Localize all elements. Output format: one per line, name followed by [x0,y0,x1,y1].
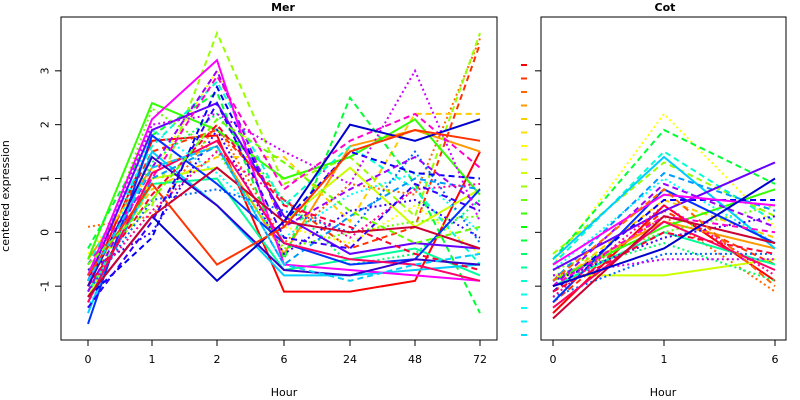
mer-y-tick-label: -1 [39,281,52,292]
mer-series-line [87,74,481,266]
mer-series-line [87,144,481,282]
cot-series-line [552,161,776,271]
mer-series-line [87,117,481,266]
mer-axes: 0 1 2 6 24 48 72 -1 0 1 2 3 [39,67,488,366]
cot-series-line [552,242,776,282]
cot-series-line [553,258,776,277]
panel-title-mer: Mer [271,1,295,14]
y-axis-label: centered expression [0,140,12,252]
panel-title-cot: Cot [655,1,676,14]
mer-series-line [87,68,481,276]
mer-x-tick-label: 24 [343,353,357,366]
cot-x-tick-label: 0 [550,353,557,366]
mer-series-line [87,150,481,287]
mer-series-line [87,166,481,298]
mer-series-line [87,144,481,303]
cot-series-line [552,182,776,287]
mer-series-line [87,112,480,282]
mer-series-line [87,139,481,303]
mer-x-tick-label: 48 [408,353,422,366]
cot-series-line [552,204,776,314]
mer-series-line [87,128,481,276]
cot-series-line [552,171,776,282]
mer-x-tick-label: 2 [214,353,221,366]
mer-x-tick-label: 1 [149,353,156,366]
mer-y-tick-label: 3 [39,67,52,74]
cot-series-line [552,155,776,261]
cot-series-line [552,177,776,288]
plot-frame-cot [540,16,787,341]
cot-x-tick-label: 6 [772,353,779,366]
cot-series-line [552,128,776,260]
plot-frame-mer [60,16,498,341]
cot-series-group [552,112,776,320]
mer-series-line [87,155,481,287]
mer-y-tick-label: 1 [39,175,52,182]
color-key-strip [521,64,527,336]
cot-series-line [552,258,775,277]
mer-series-line [87,30,481,271]
cot-series-line [552,204,776,298]
panel-cot: Cot 0 1 6 Hour [535,1,787,399]
x-axis-label-mer: Hour [271,386,298,399]
mer-series-line [87,101,481,260]
mer-series-line [87,166,481,298]
mer-series-line [87,134,481,293]
mer-y-tick-label: 0 [39,229,52,236]
cot-x-tick-label: 1 [661,353,668,366]
mer-x-tick-label: 72 [473,353,487,366]
mer-series-line [87,128,481,271]
x-axis-label-cot: Hour [650,386,677,399]
cot-series-line [552,199,775,293]
cot-series-line [552,215,776,320]
cot-axes: 0 1 6 [535,70,779,366]
panel-mer: Mer 0 1 2 6 24 48 72 -1 0 1 2 3 Hour [39,1,498,399]
cot-series-line [552,187,776,287]
mer-series-line [87,101,481,282]
cot-series-line [552,231,776,293]
mer-series-line [87,123,481,287]
mer-y-tick-label: 2 [39,121,52,128]
mer-series-group [87,30,481,325]
mer-series-line [87,100,481,309]
mer-x-tick-label: 6 [281,353,288,366]
mer-series-line [87,149,481,314]
cot-series-line [552,161,776,255]
mer-series-line [87,68,481,293]
mer-x-tick-label: 0 [85,353,92,366]
